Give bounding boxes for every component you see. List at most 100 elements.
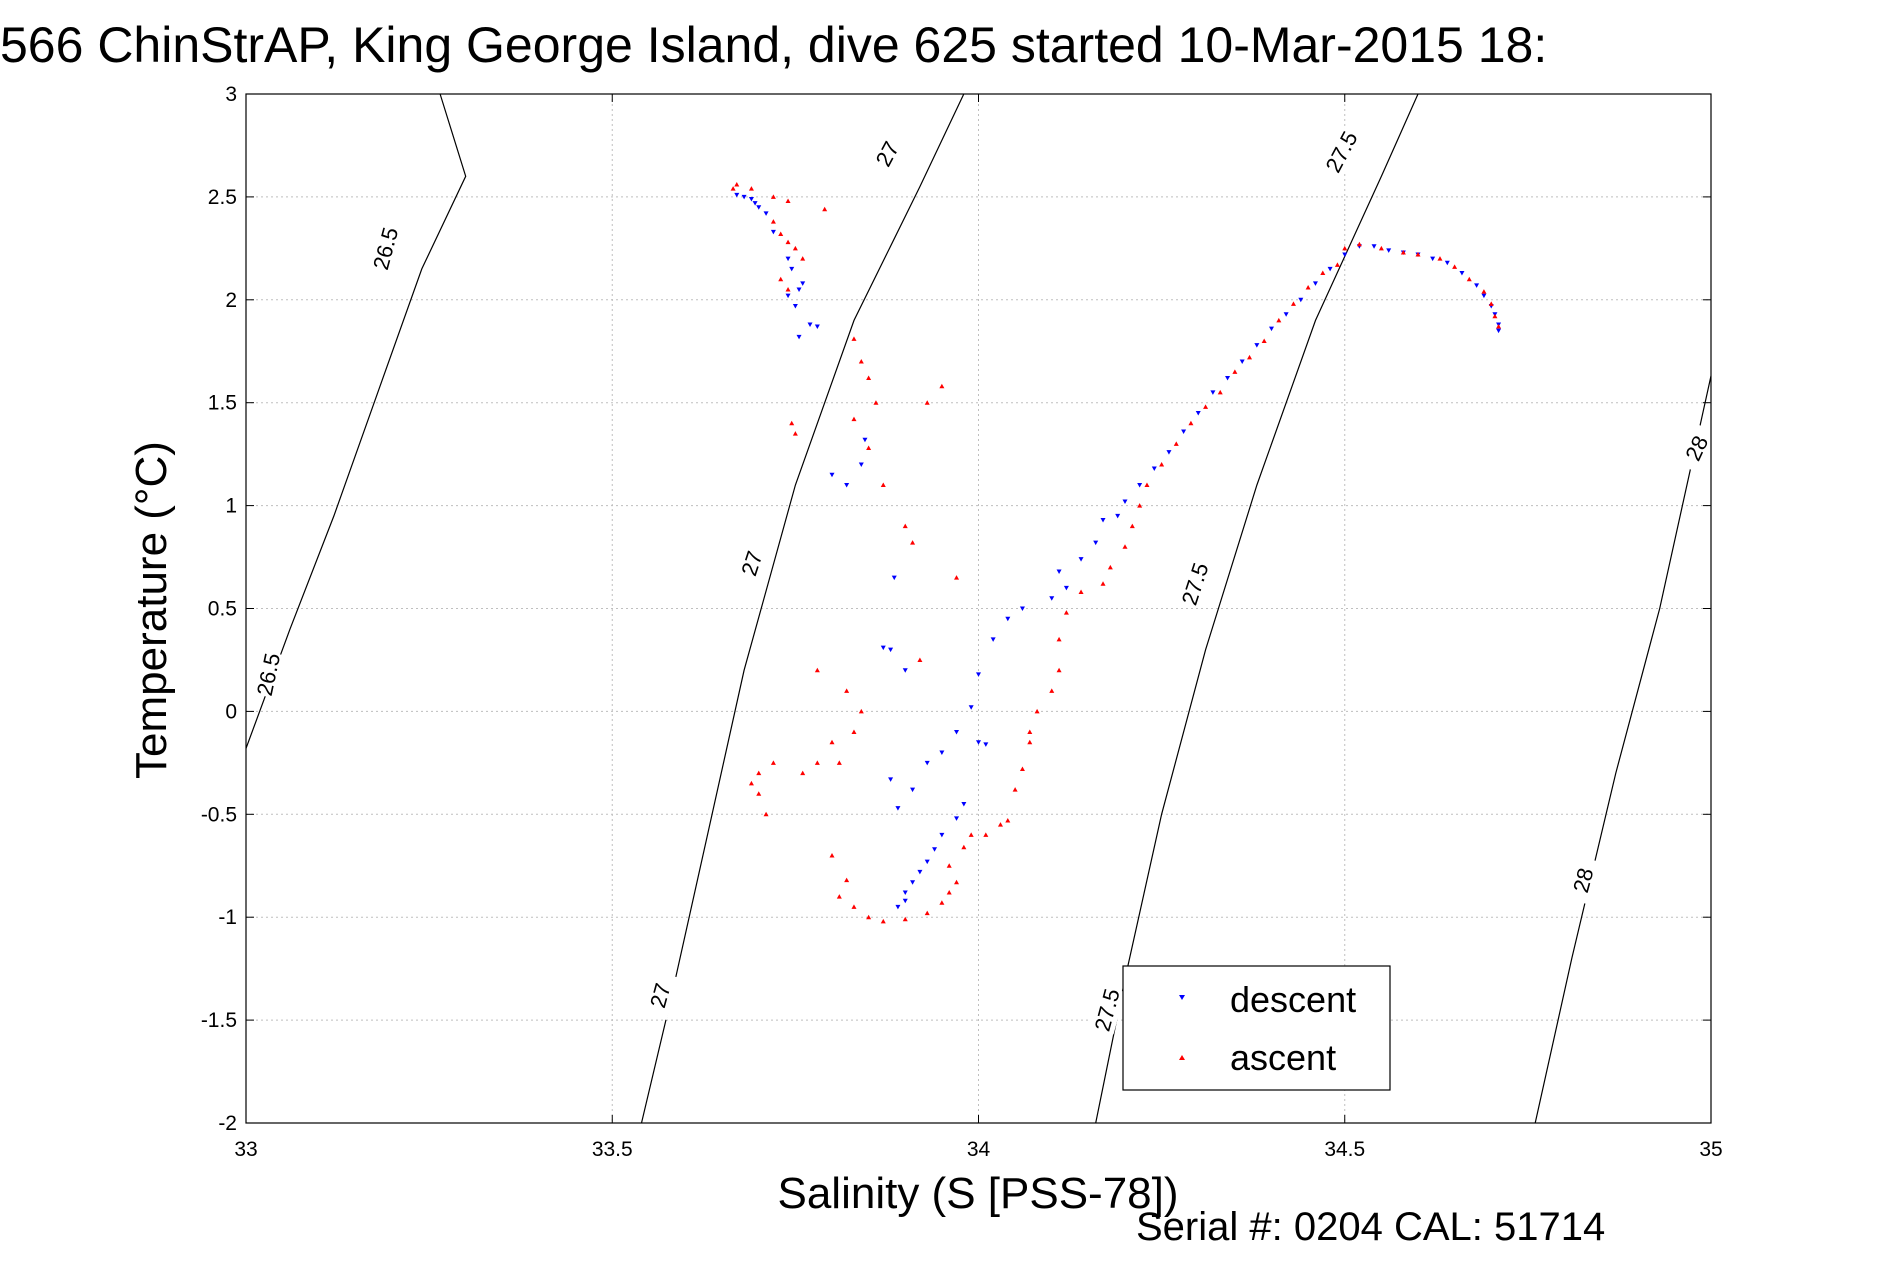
- ascent-point: [770, 194, 776, 199]
- descent-point: [807, 322, 813, 327]
- descent-point: [939, 832, 945, 838]
- ascent-point: [800, 256, 806, 261]
- legend-label-descent: descent: [1230, 979, 1356, 1020]
- ascent-point: [954, 575, 960, 580]
- y-tick-label: -1.5: [201, 1009, 237, 1032]
- ascent-point: [851, 904, 857, 909]
- contour-label-bg: [641, 970, 679, 1021]
- y-tick-label: 0.5: [208, 598, 237, 621]
- ascent-point: [880, 918, 886, 924]
- y-tick-label: -1: [218, 906, 237, 929]
- legend-marker-descent: [1179, 995, 1185, 1000]
- ascent-point: [748, 186, 754, 191]
- ascent-point: [778, 276, 784, 282]
- descent-series: [734, 192, 1502, 910]
- ascent-point: [1107, 564, 1113, 570]
- descent-point: [814, 324, 820, 330]
- ascent-point: [792, 245, 798, 251]
- y-tick-label: 2: [225, 289, 237, 312]
- ascent-point: [983, 832, 989, 837]
- descent-point: [1100, 518, 1106, 523]
- descent-point: [796, 287, 802, 293]
- ascent-point: [1063, 610, 1069, 615]
- descent-point: [1430, 256, 1436, 262]
- ascent-point: [939, 900, 945, 905]
- contour-label-bg: [1564, 855, 1602, 905]
- ascent-point: [836, 760, 842, 765]
- ascent-point: [814, 667, 820, 673]
- ascent-point: [792, 431, 798, 436]
- descent-point: [756, 205, 762, 210]
- ascent-point: [785, 287, 791, 292]
- ascent-point: [858, 708, 864, 714]
- descent-point: [1151, 466, 1157, 472]
- isopycnal-26.5: [245, 93, 467, 749]
- descent-point: [1481, 293, 1487, 299]
- ascent-point: [1415, 252, 1421, 257]
- contour-label-bg: [732, 538, 771, 589]
- ascent-point: [954, 879, 960, 885]
- ascent-point: [1188, 420, 1194, 426]
- ascent-point: [800, 770, 806, 776]
- ascent-point: [734, 182, 740, 187]
- descent-point: [895, 806, 901, 811]
- descent-point: [789, 266, 795, 272]
- ascent-point: [1276, 317, 1282, 323]
- legend: descent ascent: [1122, 965, 1391, 1091]
- ascent-point: [1027, 729, 1033, 734]
- ascent-point: [1342, 245, 1348, 251]
- ascent-point: [917, 657, 923, 662]
- ascent-point: [924, 400, 930, 405]
- y-tick-label: -0.5: [201, 803, 237, 826]
- descent-point: [910, 880, 916, 885]
- descent-point: [858, 462, 864, 467]
- ascent-point: [730, 186, 736, 191]
- descent-point: [910, 787, 916, 793]
- y-axis-ticks: -2 -1.5 -1 -0.5 0 0.5 1 1.5 2 2.5 3: [201, 83, 1711, 1135]
- ascent-point: [902, 916, 908, 922]
- ascent-point: [1078, 589, 1084, 595]
- descent-point: [983, 742, 989, 747]
- descent-point: [1093, 540, 1099, 546]
- descent-point: [748, 196, 754, 202]
- descent-point: [770, 229, 776, 235]
- ascent-point: [756, 791, 762, 796]
- contour-label-bg: [366, 223, 404, 273]
- x-tick-label: 35: [1699, 1138, 1722, 1161]
- descent-point: [939, 750, 945, 756]
- descent-point: [1496, 328, 1502, 334]
- descent-point: [1181, 429, 1187, 435]
- ascent-point: [1492, 313, 1498, 319]
- ascent-point: [866, 445, 872, 450]
- y-axis-label: Temperature (°C): [127, 441, 176, 779]
- ascent-point: [1320, 270, 1326, 276]
- descent-point: [1166, 450, 1172, 455]
- descent-point: [902, 890, 908, 896]
- descent-point: [891, 575, 897, 581]
- ascent-point: [1012, 787, 1018, 792]
- descent-point: [976, 740, 981, 745]
- descent-point: [961, 802, 967, 807]
- ascent-point: [1159, 461, 1165, 467]
- ascent-series: [730, 182, 1502, 924]
- contour-label-bg: [865, 128, 909, 180]
- descent-point: [902, 668, 908, 673]
- ascent-point: [1488, 301, 1494, 306]
- descent-point: [1115, 513, 1121, 519]
- descent-point: [752, 201, 758, 206]
- ascent-point: [770, 760, 776, 765]
- contour-label-bg: [1088, 985, 1125, 1035]
- ascent-point: [789, 420, 795, 426]
- y-tick-label: 1: [225, 495, 237, 518]
- descent-point: [1459, 271, 1465, 276]
- contour-label-bg: [250, 650, 286, 699]
- descent-point: [888, 647, 894, 653]
- ascent-point: [822, 206, 828, 212]
- ascent-point: [968, 832, 974, 837]
- descent-point: [1195, 410, 1201, 416]
- y-tick-label: 3: [225, 83, 237, 106]
- y-tick-label: 0: [225, 700, 237, 723]
- descent-point: [880, 645, 886, 651]
- ascent-point: [858, 359, 864, 364]
